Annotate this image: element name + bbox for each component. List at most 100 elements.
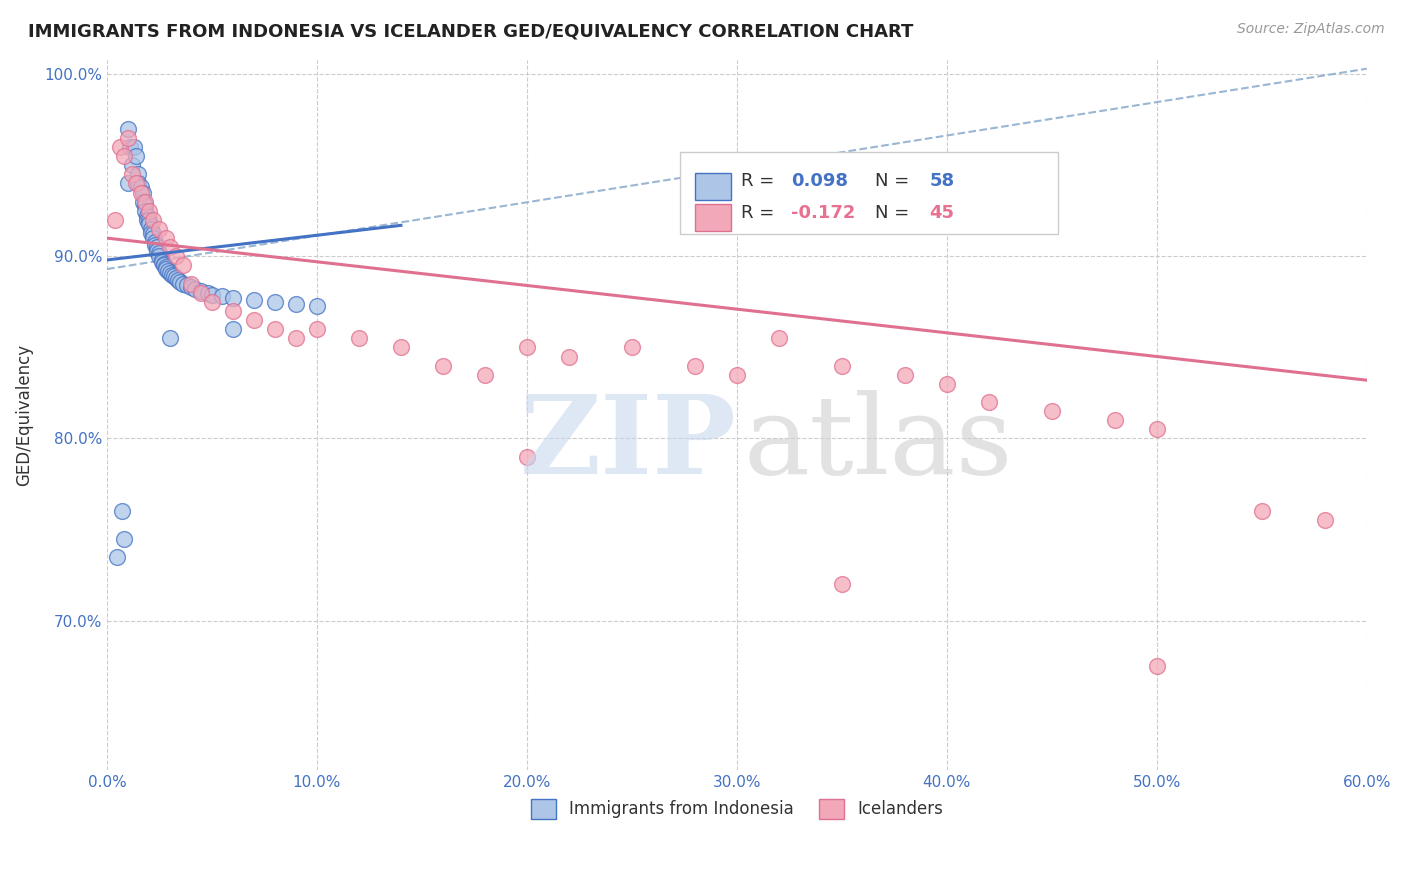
Point <box>683 359 706 373</box>
Point <box>1040 404 1063 418</box>
Text: IMMIGRANTS FROM INDONESIA VS ICELANDER GED/EQUIVALENCY CORRELATION CHART: IMMIGRANTS FROM INDONESIA VS ICELANDER G… <box>28 22 914 40</box>
Text: -0.172: -0.172 <box>792 204 855 222</box>
Point <box>142 227 165 242</box>
Point <box>108 140 131 154</box>
Point <box>156 264 179 278</box>
Text: R =: R = <box>741 171 780 189</box>
Point <box>159 331 181 345</box>
Y-axis label: GED/Equivalency: GED/Equivalency <box>15 343 32 486</box>
Point <box>112 149 135 163</box>
Point <box>180 277 202 291</box>
Text: 58: 58 <box>929 171 955 189</box>
Point <box>135 213 157 227</box>
Point <box>125 177 148 191</box>
Point <box>121 167 143 181</box>
Point <box>125 149 148 163</box>
Point <box>180 280 202 294</box>
Point <box>138 213 160 227</box>
Point <box>172 277 194 291</box>
Point <box>516 340 538 354</box>
Point <box>117 121 139 136</box>
Point <box>190 284 212 298</box>
Point <box>165 271 187 285</box>
Point <box>347 331 370 345</box>
Point <box>894 368 917 382</box>
Legend: Immigrants from Indonesia, Icelanders: Immigrants from Indonesia, Icelanders <box>524 792 949 826</box>
Point <box>152 259 174 273</box>
Bar <box>696 203 731 231</box>
Point <box>150 252 173 267</box>
Point <box>516 450 538 464</box>
Point <box>201 294 224 309</box>
Point <box>284 331 307 345</box>
Text: 0.098: 0.098 <box>792 171 848 189</box>
Point <box>474 368 496 382</box>
Point <box>127 177 149 191</box>
Text: R =: R = <box>741 204 780 222</box>
Point <box>389 340 412 354</box>
Text: N =: N = <box>876 204 915 222</box>
Point <box>139 222 162 236</box>
Point <box>155 260 177 275</box>
Point <box>127 167 149 181</box>
Point <box>138 203 160 218</box>
Point <box>176 278 198 293</box>
Point <box>159 266 181 280</box>
Point <box>190 285 212 300</box>
Point <box>146 240 169 254</box>
Point <box>725 368 748 382</box>
Point <box>131 194 153 209</box>
Point <box>121 158 143 172</box>
Point <box>1104 413 1126 427</box>
Point <box>305 298 328 312</box>
Point <box>558 350 581 364</box>
Point <box>305 322 328 336</box>
Point <box>1250 504 1272 518</box>
Point <box>172 259 194 273</box>
Point <box>142 231 165 245</box>
Point <box>146 244 169 258</box>
Point <box>169 275 191 289</box>
Point <box>211 289 233 303</box>
Point <box>243 293 266 307</box>
Point <box>117 177 139 191</box>
Point <box>831 359 853 373</box>
Point <box>122 140 145 154</box>
Point <box>111 504 134 518</box>
Point <box>1313 513 1336 527</box>
Point <box>120 140 142 154</box>
Point <box>159 240 181 254</box>
Point <box>104 213 127 227</box>
Point <box>135 209 157 223</box>
Text: N =: N = <box>876 171 915 189</box>
Point <box>1146 422 1168 436</box>
Text: atlas: atlas <box>744 390 1012 497</box>
Point <box>165 249 187 263</box>
Point <box>139 226 162 240</box>
Point <box>138 217 160 231</box>
Point <box>620 340 643 354</box>
Point <box>148 245 170 260</box>
Point <box>831 577 853 591</box>
Point <box>222 304 245 318</box>
Point <box>129 186 152 200</box>
Point <box>152 257 174 271</box>
Point <box>143 235 166 249</box>
Point <box>112 532 135 546</box>
Point <box>134 194 156 209</box>
Point <box>243 313 266 327</box>
Point <box>134 198 156 212</box>
Text: 45: 45 <box>929 204 955 222</box>
Point <box>155 262 177 277</box>
Point <box>264 294 287 309</box>
Point <box>160 268 183 282</box>
Point <box>935 376 957 391</box>
Point <box>264 322 287 336</box>
Point <box>155 231 177 245</box>
Point <box>768 331 790 345</box>
Text: ZIP: ZIP <box>520 390 737 497</box>
Point <box>148 222 170 236</box>
Point <box>222 291 245 305</box>
Point <box>222 322 245 336</box>
Point <box>142 213 165 227</box>
